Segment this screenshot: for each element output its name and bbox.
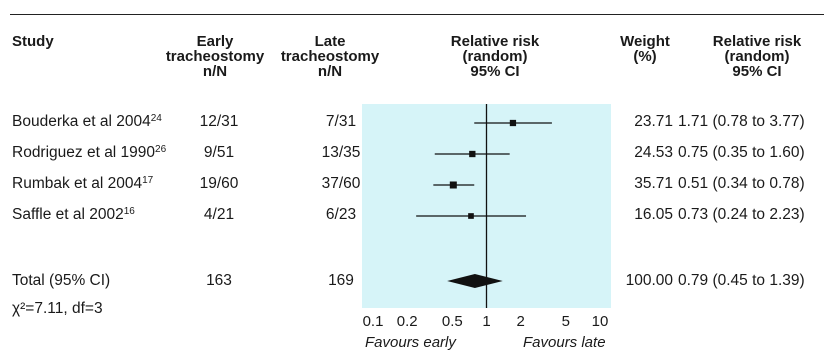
header-weight-line1: Weight (620, 33, 670, 50)
header-early-line2: tracheostomy (165, 48, 265, 65)
study-ci-text: 0.51 (0.34 to 0.78) (678, 175, 805, 192)
header-early: Early tracheostomy n/N (160, 34, 270, 79)
study-ci-text: 1.71 (0.78 to 3.77) (678, 113, 805, 130)
header-late-line3: n/N (317, 63, 343, 80)
top-rule (10, 14, 824, 15)
favours-late-label: Favours late (523, 334, 606, 351)
plot-marks (416, 119, 552, 288)
x-tick-label: 0.1 (363, 313, 384, 330)
study-weight: 24.53 (634, 144, 673, 161)
header-rr-line3: 95% CI (470, 63, 520, 80)
total-early: 163 (206, 272, 232, 289)
point-estimate-square (468, 213, 474, 219)
header-late-line2: tracheostomy (280, 48, 380, 65)
study-late: 37/60 (321, 175, 361, 192)
study-weight: 16.05 (634, 206, 673, 223)
study-ci-text: 0.73 (0.24 to 2.23) (678, 206, 805, 223)
x-axis-ticks: 0.1 0.2 0.5 1 2 5 10 (363, 313, 609, 330)
study-weight: 35.71 (634, 175, 673, 192)
header-rr-line1: Relative risk (450, 33, 540, 50)
point-estimate-square (469, 150, 476, 158)
study-name: Saffle et al 200216 (12, 206, 135, 224)
header-study: Study (12, 33, 54, 50)
header-rr-line2: (random) (462, 48, 528, 65)
header-late: Late tracheostomy n/N (275, 34, 385, 79)
study-name-text: Saffle et al 2002 (12, 206, 124, 223)
study-early: 9/51 (203, 144, 235, 161)
point-estimate-square (449, 181, 457, 189)
study-late: 7/31 (325, 113, 357, 130)
x-tick-label: 1 (482, 313, 490, 330)
x-tick-label: 0.2 (397, 313, 418, 330)
study-weight: 23.71 (634, 113, 673, 130)
x-tick-label: 2 (516, 313, 524, 330)
study-name: Bouderka et al 200424 (12, 113, 162, 131)
study-name-text: Bouderka et al 2004 (12, 113, 151, 130)
study-reference: 16 (123, 206, 135, 217)
study-early: 4/21 (203, 206, 235, 223)
header-rr-ci: Relative risk (random) 95% CI (692, 34, 822, 79)
study-name-text: Rumbak et al 2004 (12, 175, 143, 192)
header-rrci-line2: (random) (724, 48, 790, 65)
study-late: 6/23 (325, 206, 357, 223)
header-rrci-line1: Relative risk (712, 33, 802, 50)
favours-early-label: Favours early (365, 334, 456, 351)
study-early: 12/31 (199, 113, 239, 130)
study-name-text: Rodriguez et al 1990 (12, 144, 156, 161)
x-tick-label: 5 (562, 313, 570, 330)
study-late: 13/35 (321, 144, 361, 161)
point-estimate-square (509, 119, 517, 127)
header-early-line3: n/N (202, 63, 228, 80)
x-tick-label: 0.5 (442, 313, 463, 330)
total-ci-text: 0.79 (0.45 to 1.39) (678, 272, 805, 289)
study-reference: 26 (155, 144, 167, 155)
total-label: Total (95% CI) (12, 272, 111, 289)
x-tick-label: 10 (592, 313, 609, 330)
study-ci-text: 0.75 (0.35 to 1.60) (678, 144, 805, 161)
header-weight: Weight (%) (610, 34, 680, 64)
total-late: 169 (328, 272, 354, 289)
study-early: 19/60 (199, 175, 239, 192)
header-late-line1: Late (314, 33, 346, 50)
header-rr-plot: Relative risk (random) 95% CI (430, 34, 560, 79)
header-rrci-line3: 95% CI (732, 63, 782, 80)
total-weight: 100.00 (625, 272, 673, 289)
study-reference: 17 (142, 175, 154, 186)
study-name: Rodriguez et al 199026 (12, 144, 166, 162)
heterogeneity-stat: χ²=7.11, df=3 (12, 300, 103, 317)
study-name: Rumbak et al 200417 (12, 175, 153, 193)
header-early-line1: Early (196, 33, 234, 50)
study-reference: 24 (150, 113, 162, 124)
header-weight-line2: (%) (633, 48, 657, 65)
pooled-diamond (447, 274, 503, 288)
